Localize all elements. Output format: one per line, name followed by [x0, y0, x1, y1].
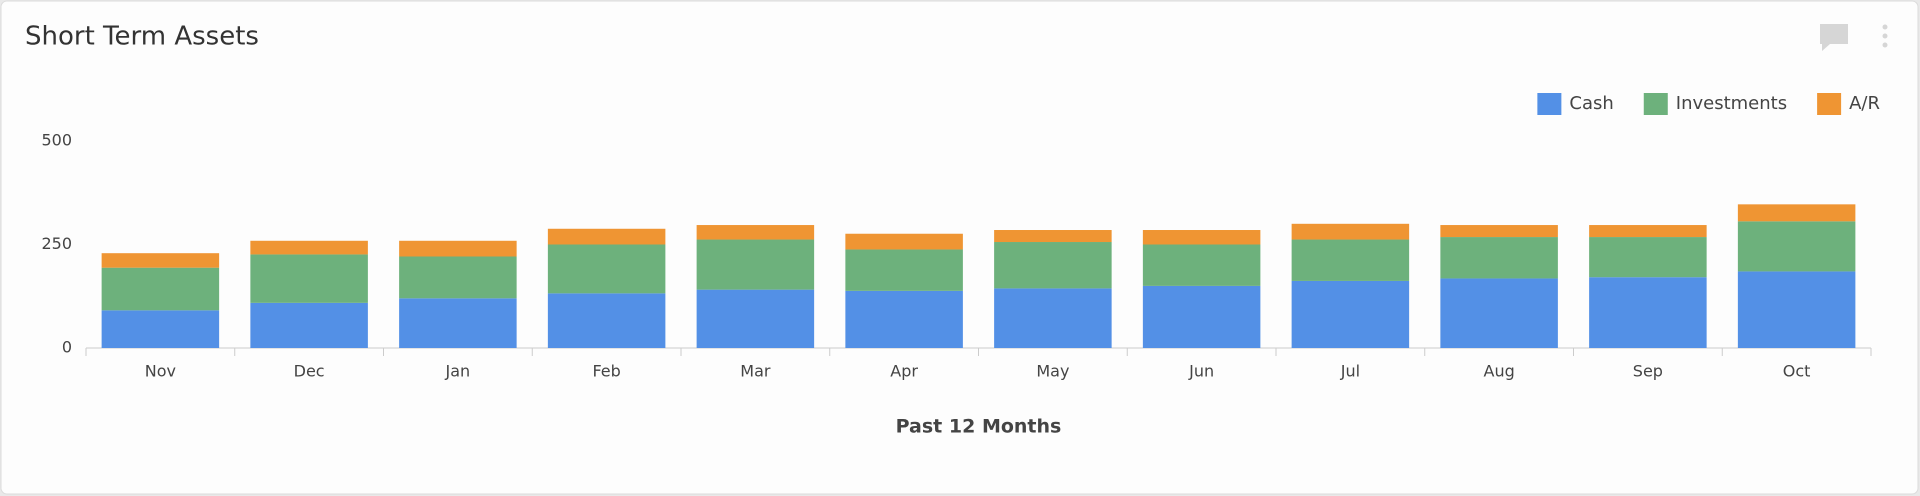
- bar-segment: [1291, 280, 1410, 348]
- x-tick-label: Jun: [1188, 362, 1214, 381]
- bar-segment: [1737, 204, 1856, 222]
- bar-segment: [101, 267, 220, 311]
- chart-title: Short Term Assets: [25, 22, 259, 52]
- bar-segment: [994, 288, 1112, 348]
- x-tick-label: Oct: [1783, 362, 1811, 381]
- bar-segment: [994, 242, 1112, 289]
- bar-segment: [696, 289, 815, 348]
- bar-segment: [399, 298, 517, 348]
- bar-segment: [1440, 237, 1558, 279]
- y-tick-label: 500: [41, 131, 72, 150]
- bar-segment: [101, 310, 220, 348]
- y-tick-label: 0: [62, 338, 72, 357]
- bar-segment: [845, 233, 963, 250]
- bar-segment: [845, 290, 963, 348]
- bar-segment: [696, 225, 815, 240]
- bar-segment: [1440, 278, 1558, 348]
- legend-label: Cash: [1569, 93, 1613, 114]
- x-tick-label: Apr: [890, 362, 918, 381]
- bar-segment: [1589, 225, 1707, 238]
- bar-segment: [250, 254, 368, 303]
- bar-segment: [696, 239, 815, 290]
- legend-label: Investments: [1676, 93, 1787, 114]
- legend-swatch: [1643, 93, 1668, 115]
- bar-segment: [547, 244, 666, 294]
- x-tick-label: Dec: [294, 362, 325, 381]
- legend-label: A/R: [1849, 93, 1880, 114]
- bar-segment: [250, 302, 368, 348]
- legend-swatch: [1817, 93, 1842, 115]
- bar-segment: [1142, 244, 1261, 286]
- x-axis-title: Past 12 Months: [896, 416, 1062, 438]
- bar-segment: [547, 228, 666, 245]
- bar-segment: [1440, 225, 1558, 238]
- x-tick-label: May: [1036, 362, 1069, 381]
- bar-segment: [1737, 221, 1856, 272]
- bar-segment: [1291, 223, 1410, 240]
- bar-segment: [1589, 277, 1707, 348]
- x-tick-label: Jan: [445, 362, 471, 381]
- comment-icon[interactable]: [1820, 24, 1848, 51]
- bar-segment: [1291, 239, 1410, 281]
- bar-segment: [1589, 237, 1707, 278]
- y-tick-label: 250: [41, 234, 72, 253]
- bar-segment: [1737, 271, 1856, 348]
- x-tick-label: Mar: [740, 362, 771, 381]
- x-tick-label: Aug: [1484, 362, 1515, 381]
- x-tick-label: Sep: [1633, 362, 1663, 381]
- legend-swatch: [1537, 93, 1562, 115]
- bar-segment: [994, 230, 1112, 243]
- bar-segment: [250, 240, 368, 255]
- bar-segment: [547, 293, 666, 348]
- bar-segment: [1142, 230, 1261, 245]
- x-tick-label: Jul: [1340, 362, 1360, 381]
- bar-segment: [399, 256, 517, 299]
- bar-segment: [845, 249, 963, 291]
- menu-icon[interactable]: [1882, 24, 1888, 48]
- bar-segment: [1142, 285, 1261, 348]
- x-tick-label: Feb: [592, 362, 620, 381]
- bar-segment: [101, 253, 220, 268]
- bar-segment: [399, 240, 517, 257]
- x-tick-label: Nov: [145, 362, 176, 381]
